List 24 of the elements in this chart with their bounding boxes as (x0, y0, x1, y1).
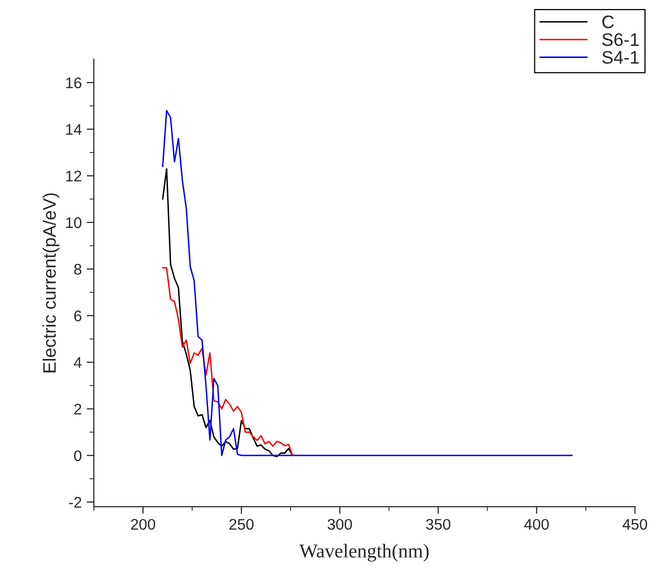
y-tick-label: 2 (74, 404, 82, 414)
y-axis-title: Electric current(pA/eV) (42, 193, 60, 372)
x-tick-label: 450 (622, 518, 648, 530)
y-tick-label: 0 (74, 450, 82, 462)
y-tick-label: 4 (74, 357, 82, 368)
legend-label: S4-1 (602, 50, 639, 64)
x-axis-title: Wavelength(nm) (299, 544, 429, 562)
legend-label: C (602, 15, 614, 28)
y-tick-label: 16 (66, 77, 82, 88)
y-tick-label: 8 (74, 264, 82, 275)
x-tick-label: 250 (229, 518, 254, 530)
line-series (162, 110, 573, 456)
x-tick-label: 300 (328, 518, 352, 530)
y-tick-label: -2 (69, 496, 82, 508)
y-tick-label: 12 (66, 170, 82, 182)
legend-label: S6-1 (602, 33, 639, 46)
x-tick-label: 400 (524, 518, 549, 530)
y-tick-label: 6 (74, 310, 82, 322)
x-tick-label: 200 (131, 518, 156, 530)
line-series (162, 168, 294, 458)
x-tick-label: 350 (426, 518, 450, 530)
y-tick-label: 10 (66, 217, 82, 228)
y-tick-label: 14 (66, 124, 82, 135)
line-series (162, 267, 294, 456)
